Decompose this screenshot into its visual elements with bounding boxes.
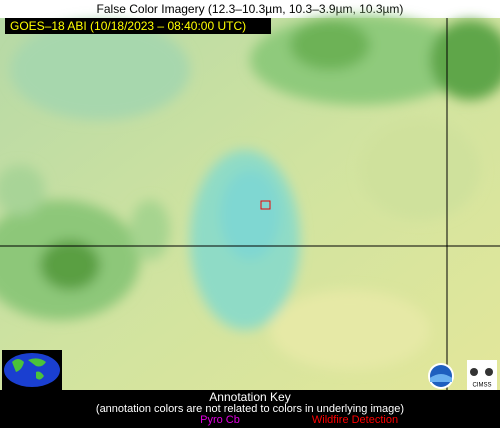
time-label-box (5, 18, 271, 34)
time-label: GOES–18 ABI (10/18/2023 – 08:40:00 UTC) (10, 19, 246, 33)
title: False Color Imagery (12.3–10.3µm, 10.3–3… (97, 2, 404, 16)
annotation-key-title: Annotation Key (209, 390, 290, 404)
globe-icon (2, 350, 62, 390)
cimss-logo: CIMSS (467, 360, 497, 390)
cimss-text: CIMSS (472, 383, 491, 389)
title-bar (0, 0, 500, 18)
wildfire-key: Wildfire Detection (312, 414, 398, 426)
pyro-cb-key: Pyro Cb (200, 414, 240, 426)
annotation-key-panel (0, 390, 500, 428)
noaa-logo (428, 363, 454, 389)
satellite-image (0, 15, 500, 390)
annotation-key-note: (annotation colors are not related to co… (96, 403, 404, 415)
